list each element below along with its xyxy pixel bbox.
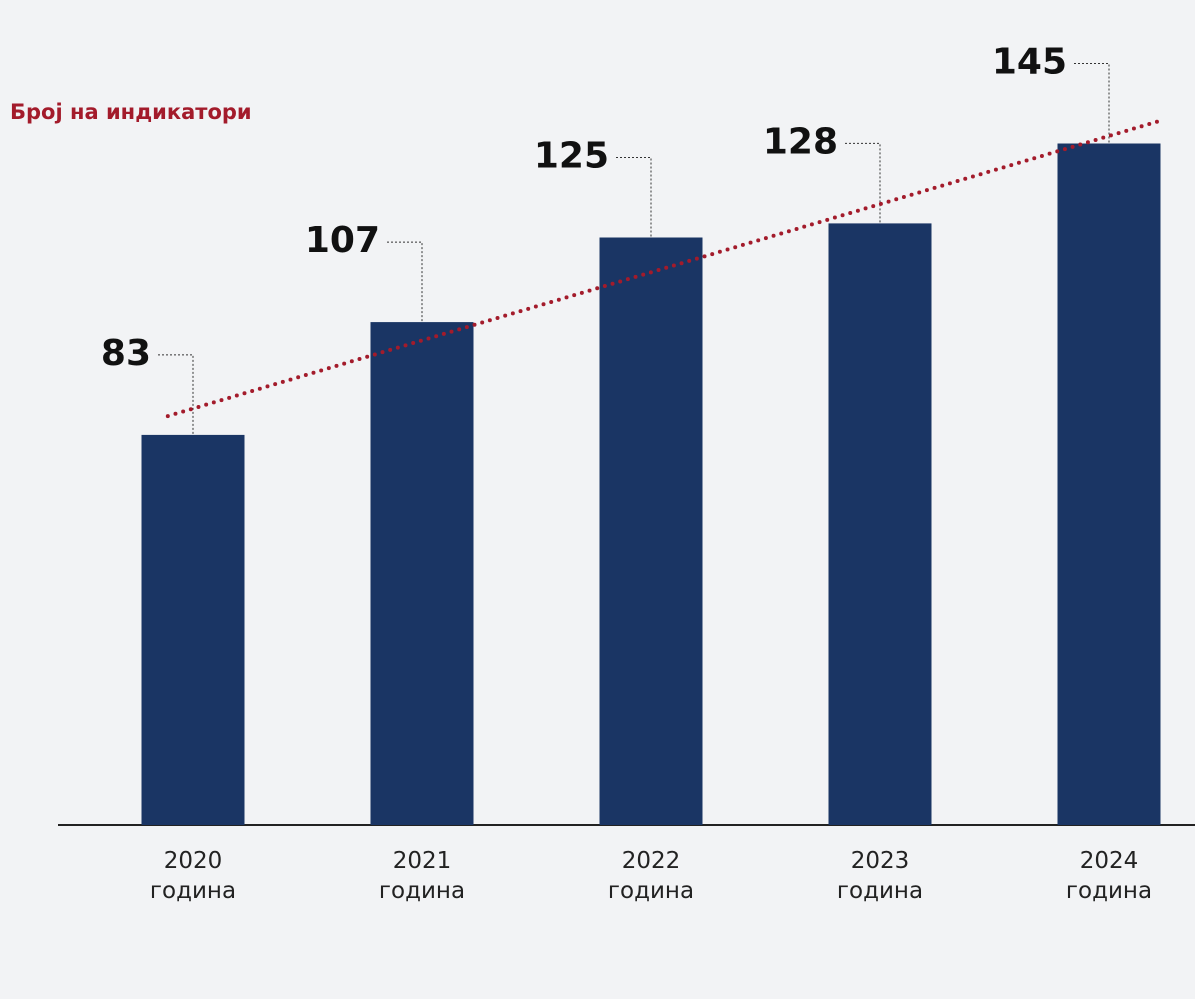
bar: [1057, 143, 1161, 825]
leader-line: [158, 354, 194, 435]
bar: [599, 237, 703, 825]
x-tick-label: 2021 година: [378, 848, 466, 904]
bar: [141, 434, 245, 825]
value-label: 125: [534, 136, 609, 177]
leader-line: [616, 157, 652, 238]
leader-line: [845, 142, 881, 224]
chart-title: Број на индикатори: [10, 100, 252, 124]
leader-line: [1074, 63, 1110, 144]
value-label: 128: [763, 121, 838, 162]
x-tick-label: 2020 година: [149, 848, 237, 904]
bar: [828, 223, 932, 825]
value-label: 145: [992, 42, 1067, 83]
x-tick-label: 2023 година: [836, 848, 924, 904]
trend-line: [165, 118, 1162, 419]
leader-line: [387, 241, 423, 323]
value-label: 107: [305, 220, 380, 261]
bar: [370, 322, 474, 825]
value-label: 83: [101, 333, 151, 374]
x-tick-label: 2024 година: [1065, 848, 1153, 904]
x-tick-label: 2022 година: [607, 848, 695, 904]
